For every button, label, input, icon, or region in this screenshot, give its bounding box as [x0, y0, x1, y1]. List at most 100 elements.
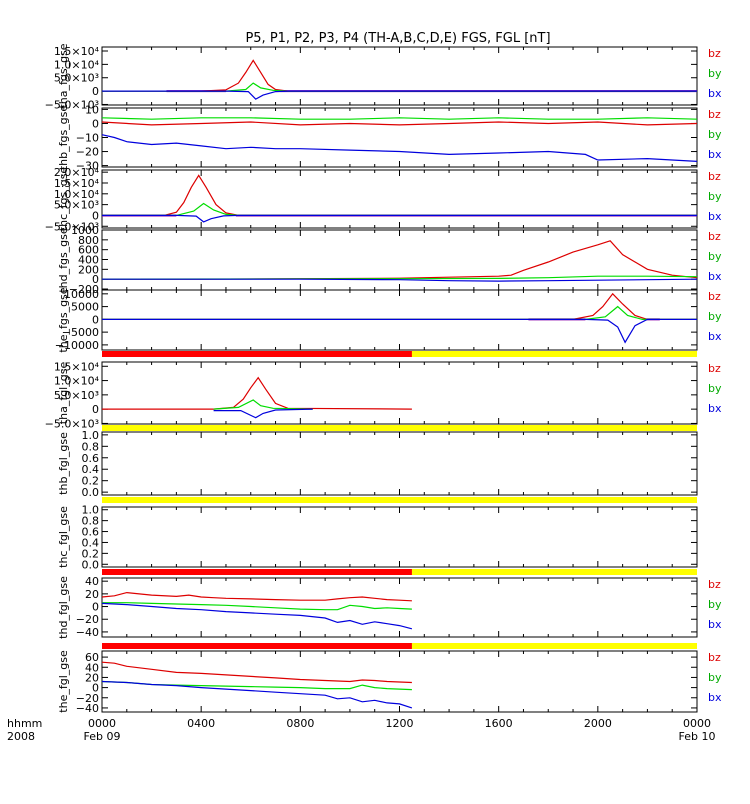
y-tick-label: 1.5×10⁴: [54, 45, 100, 58]
y-tick-label: 200: [78, 263, 99, 276]
y-tick-label: −40: [76, 626, 99, 639]
y-tick-label: −20: [76, 692, 99, 705]
y-axis-label: tha_fgs_gse: [57, 43, 70, 108]
y-tick-label: 0.0: [82, 486, 100, 499]
time-axis-left-label: 2008: [7, 730, 35, 743]
y-tick-label: 0.4: [82, 463, 100, 476]
x-tick-label: 1600: [485, 717, 513, 730]
series-line-by: [102, 305, 697, 320]
y-tick-label: 0.6: [82, 452, 100, 465]
series-line-bz: [101, 591, 412, 602]
x-tick-label: 2000: [584, 717, 612, 730]
series-line-by: [101, 117, 698, 120]
y-tick-label: −20: [76, 146, 99, 159]
y-tick-label: 0: [92, 313, 99, 326]
y-tick-label: 1.5×10⁴: [54, 177, 100, 190]
legend-bx: bx: [708, 691, 722, 704]
y-tick-label: 5.0×10³: [54, 389, 99, 402]
series-line-bx: [102, 278, 698, 282]
x-tick-label: 0000: [88, 717, 116, 730]
y-tick-label: −5.0×10³: [45, 98, 99, 111]
series-line-bx: [101, 134, 698, 162]
panel-frame: [101, 506, 698, 568]
legend-bx: bx: [708, 402, 722, 415]
y-axis-label: thd_fgs_gse: [57, 227, 70, 293]
panel-frame: [101, 46, 698, 106]
series-line-bz: [101, 121, 698, 126]
panel-frame: [101, 577, 698, 638]
legend-bz: bz: [708, 651, 721, 664]
y-tick-label: 0.4: [82, 536, 100, 549]
series-line-by: [102, 602, 412, 611]
y-tick-label: −30: [76, 160, 99, 173]
y-axis-label: the_fgl_gse: [57, 650, 70, 713]
legend-bz: bz: [708, 230, 721, 243]
y-tick-label: 0: [92, 85, 99, 98]
y-tick-label: 40: [85, 575, 99, 588]
panel-frame: [101, 107, 698, 168]
legend-bx: bx: [708, 148, 722, 161]
series-line-by: [102, 82, 697, 92]
legend-by: by: [708, 190, 722, 203]
y-tick-label: 0.6: [82, 526, 100, 539]
y-tick-label: 1000: [71, 224, 99, 237]
series-line-bz: [102, 376, 412, 410]
y-tick-label: 0: [92, 209, 99, 222]
panel-frame: [101, 361, 698, 425]
date-label: Feb 09: [84, 730, 121, 743]
legend-bx: bx: [708, 270, 722, 283]
series-line-by: [101, 680, 412, 691]
panel-frame: [101, 169, 698, 229]
y-tick-label: 0.2: [82, 475, 100, 488]
legend-bx: bx: [708, 87, 722, 100]
series-line-by: [213, 399, 313, 410]
y-tick-label: 400: [78, 254, 99, 267]
y-tick-label: 0: [92, 117, 99, 130]
chart-title: P5, P1, P2, P3, P4 (TH-A,B,C,D,E) FGS, F…: [245, 31, 550, 46]
y-tick-label: −40: [76, 702, 99, 715]
panel-frame: [101, 431, 698, 496]
y-tick-label: 2.0×10⁴: [54, 166, 100, 179]
y-tick-label: 1.0×10⁴: [54, 375, 100, 388]
legend-by: by: [708, 67, 722, 80]
y-tick-label: 60: [85, 651, 99, 664]
y-tick-label: 600: [78, 244, 99, 257]
y-tick-label: 5000: [71, 301, 99, 314]
y-axis-label: thb_fgl_gse: [57, 432, 70, 495]
legend-bx: bx: [708, 210, 722, 223]
y-tick-label: 5.0×10³: [54, 199, 99, 212]
y-tick-label: 1.0: [82, 429, 100, 442]
y-tick-label: −10: [76, 132, 99, 145]
series-line-bx: [101, 602, 413, 630]
y-tick-label: 0: [92, 273, 99, 286]
y-tick-label: 800: [78, 234, 99, 247]
y-tick-label: 40: [85, 661, 99, 674]
date-label: Feb 10: [679, 730, 716, 743]
y-tick-label: 5.0×10³: [54, 72, 99, 85]
series-line-bz: [101, 661, 412, 684]
series-line-bx: [102, 90, 697, 100]
y-tick-label: 0: [92, 682, 99, 695]
legend-bz: bz: [708, 170, 721, 183]
y-tick-label: 0: [92, 601, 99, 614]
series-line-by: [102, 202, 697, 216]
legend-by: by: [708, 671, 722, 684]
y-tick-label: −200: [69, 283, 99, 296]
legend-bz: bz: [708, 578, 721, 591]
series-line-bx: [102, 318, 697, 344]
y-tick-label: −5.0×10³: [45, 220, 99, 233]
series-line-bz: [102, 174, 697, 216]
legend-by: by: [708, 250, 722, 263]
legend-by: by: [708, 310, 722, 323]
x-tick-label: 0000: [683, 717, 711, 730]
series-line-bz: [102, 292, 697, 320]
y-tick-label: 20: [85, 588, 99, 601]
panel-frame: [101, 229, 698, 291]
y-tick-label: −5000: [62, 326, 99, 339]
y-tick-label: 0.0: [82, 558, 100, 571]
y-axis-label: thc_fgl_gse: [57, 506, 70, 568]
y-tick-label: 0: [92, 403, 99, 416]
status-bar-yellow: [102, 497, 697, 503]
